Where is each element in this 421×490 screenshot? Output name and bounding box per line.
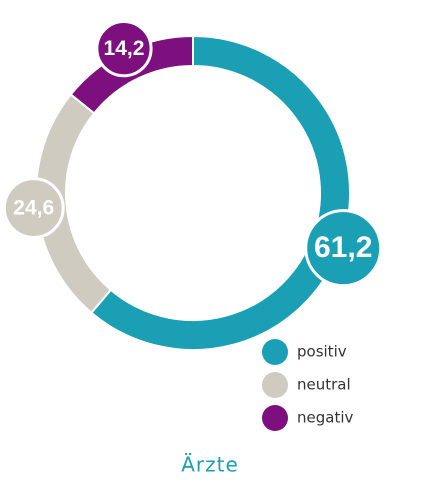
legend-label: positiv (297, 343, 347, 361)
legend-label: neutral (297, 376, 351, 394)
value-label-badge (2, 177, 65, 239)
legend-swatch (262, 372, 288, 398)
legend-swatch (262, 405, 288, 431)
value-label-badge (95, 20, 153, 78)
legend-swatch (262, 339, 288, 365)
value-label: 61,2 (314, 231, 372, 264)
value-label-badge (304, 209, 383, 288)
donut-segment (90, 34, 351, 351)
legend-label: negativ (297, 409, 353, 427)
value-label: 14,2 (104, 37, 145, 60)
value-label: 24,6 (13, 197, 54, 220)
chart-title: Ärzte (181, 453, 239, 477)
